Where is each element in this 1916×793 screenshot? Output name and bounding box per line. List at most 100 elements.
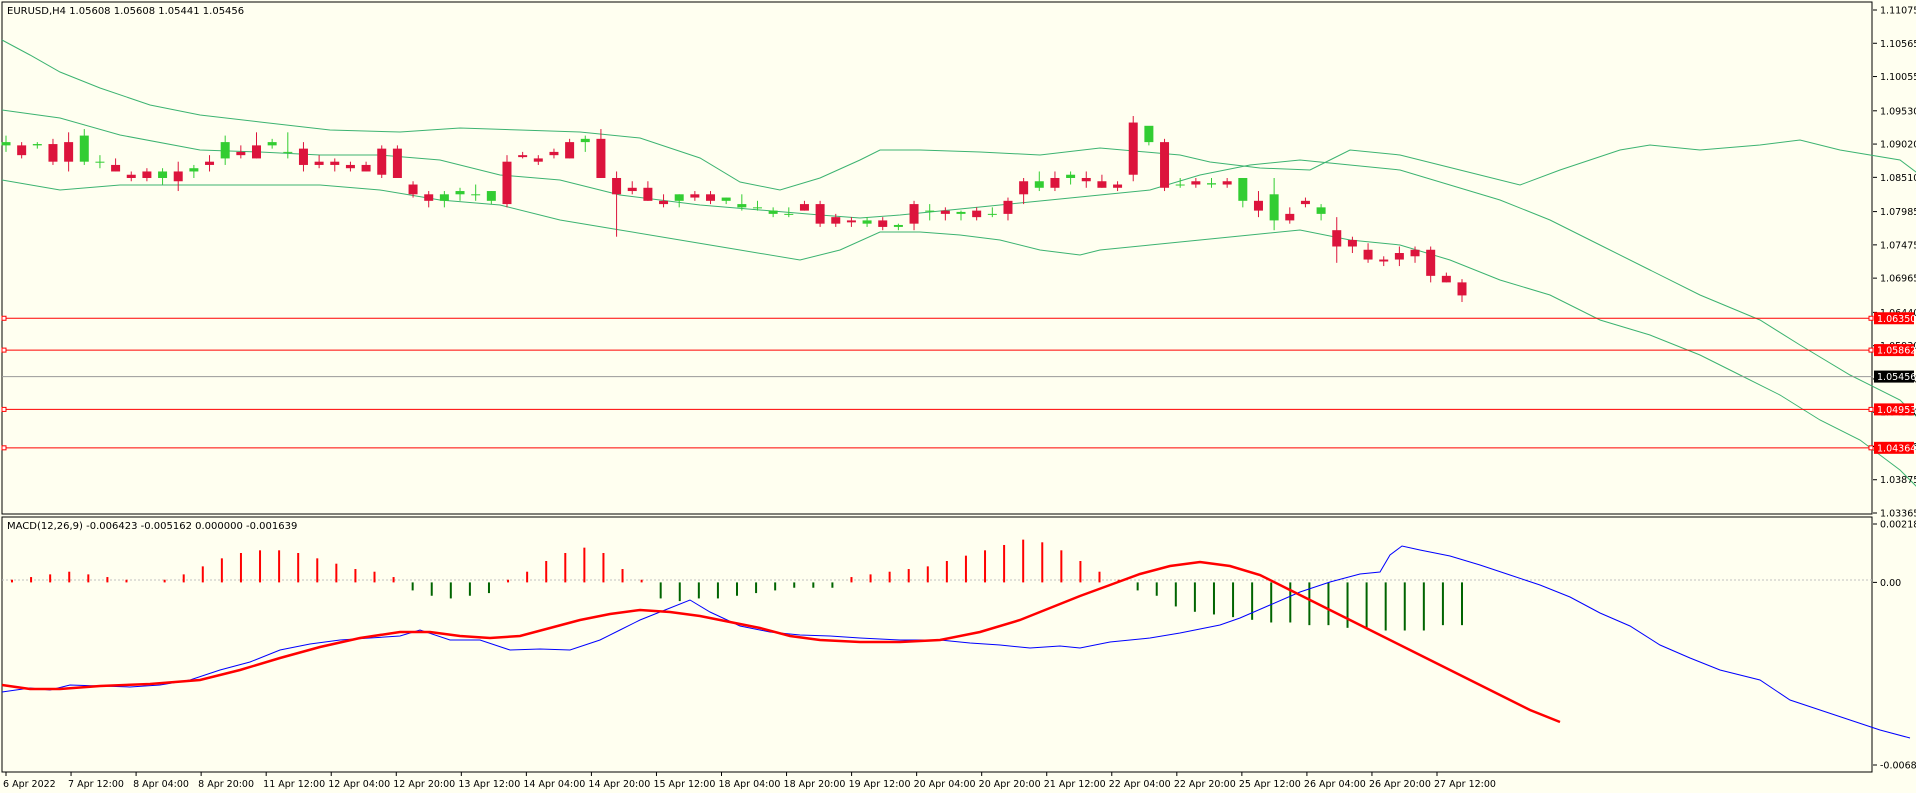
candle[interactable] <box>1238 177 1248 208</box>
candle[interactable] <box>862 217 872 227</box>
candle[interactable] <box>549 148 559 159</box>
candle[interactable] <box>126 171 136 182</box>
candle[interactable] <box>909 200 919 231</box>
candle[interactable] <box>158 168 168 185</box>
candle[interactable] <box>721 197 731 205</box>
level-anchor-left[interactable] <box>1 315 7 321</box>
candle[interactable] <box>1410 246 1420 263</box>
candle[interactable] <box>643 181 653 201</box>
candle[interactable] <box>251 132 261 159</box>
candle[interactable] <box>1300 197 1310 208</box>
candle[interactable] <box>1 135 11 152</box>
candle[interactable] <box>1253 191 1263 218</box>
candle[interactable] <box>1019 177 1029 205</box>
candle[interactable] <box>1175 177 1185 188</box>
level-anchor-right[interactable] <box>1868 445 1874 451</box>
candle[interactable] <box>220 135 230 165</box>
candle[interactable] <box>267 138 277 149</box>
candle[interactable] <box>799 200 809 211</box>
candle[interactable] <box>1363 243 1373 263</box>
level-anchor-left[interactable] <box>1 347 7 353</box>
candle[interactable] <box>659 194 669 208</box>
candle[interactable] <box>330 158 340 172</box>
level-anchor-left[interactable] <box>1 445 7 451</box>
candle[interactable] <box>1066 171 1076 185</box>
candle[interactable] <box>1332 217 1342 263</box>
candle[interactable] <box>377 145 387 178</box>
level-anchor-left[interactable] <box>1 406 7 412</box>
candle[interactable] <box>189 164 199 178</box>
candle[interactable] <box>1394 246 1404 267</box>
candle[interactable] <box>1144 125 1154 146</box>
candle[interactable] <box>95 155 105 169</box>
candle[interactable] <box>64 132 74 172</box>
candle[interactable] <box>314 155 324 169</box>
candle[interactable] <box>1207 177 1217 188</box>
candle[interactable] <box>1003 197 1013 221</box>
candle[interactable] <box>533 155 543 165</box>
candle[interactable] <box>706 191 716 205</box>
candle[interactable] <box>846 217 856 227</box>
candle[interactable] <box>1316 204 1326 221</box>
candle[interactable] <box>596 129 606 178</box>
candle[interactable] <box>408 181 418 198</box>
candle[interactable] <box>1034 171 1044 192</box>
candle[interactable] <box>1269 177 1279 231</box>
candle[interactable] <box>48 138 58 165</box>
candle[interactable] <box>79 129 89 165</box>
candle[interactable] <box>752 200 762 211</box>
candle[interactable] <box>392 145 402 178</box>
candle[interactable] <box>455 187 465 201</box>
candle[interactable] <box>424 191 434 208</box>
macd-signal-line[interactable] <box>1 560 1561 724</box>
candle[interactable] <box>956 210 966 221</box>
candle[interactable] <box>972 207 982 221</box>
candle[interactable] <box>205 155 215 172</box>
candle[interactable] <box>471 184 481 201</box>
level-anchor-right[interactable] <box>1868 347 1874 353</box>
candle[interactable] <box>612 171 622 237</box>
candle[interactable] <box>111 158 121 172</box>
candle[interactable] <box>1379 256 1389 267</box>
candle[interactable] <box>502 155 512 208</box>
candle[interactable] <box>518 151 528 159</box>
candle[interactable] <box>565 138 575 159</box>
candle[interactable] <box>768 207 778 218</box>
candle[interactable] <box>345 161 355 172</box>
candle[interactable] <box>283 132 293 159</box>
candle[interactable] <box>1128 116 1138 182</box>
price-panel[interactable] <box>1 1 1873 515</box>
candle[interactable] <box>32 142 42 149</box>
candle[interactable] <box>737 194 747 211</box>
candle[interactable] <box>439 191 449 208</box>
candle[interactable] <box>236 145 246 159</box>
candle[interactable] <box>1347 236 1357 254</box>
candle[interactable] <box>298 142 308 172</box>
candle[interactable] <box>1191 177 1201 188</box>
candle[interactable] <box>142 168 152 182</box>
candle[interactable] <box>580 135 590 152</box>
candle[interactable] <box>1081 171 1091 188</box>
candle[interactable] <box>1050 171 1060 192</box>
candle[interactable] <box>486 191 496 205</box>
candle[interactable] <box>173 161 183 192</box>
candle[interactable] <box>1222 177 1232 188</box>
candle[interactable] <box>987 207 997 218</box>
candle[interactable] <box>1441 272 1451 283</box>
candle[interactable] <box>831 213 841 227</box>
candle[interactable] <box>1113 181 1123 192</box>
macd-panel[interactable] <box>1 516 1873 773</box>
candle[interactable] <box>1426 246 1436 283</box>
level-anchor-right[interactable] <box>1868 315 1874 321</box>
candle[interactable] <box>17 142 27 159</box>
candle[interactable] <box>627 181 637 195</box>
candle[interactable] <box>1097 174 1107 188</box>
candle[interactable] <box>925 204 935 221</box>
candle[interactable] <box>674 194 684 208</box>
candle[interactable] <box>784 207 794 218</box>
candle[interactable] <box>361 161 371 172</box>
candle[interactable] <box>1285 207 1295 224</box>
candle[interactable] <box>1160 138 1170 192</box>
candle[interactable] <box>878 217 888 231</box>
level-anchor-right[interactable] <box>1868 406 1874 412</box>
